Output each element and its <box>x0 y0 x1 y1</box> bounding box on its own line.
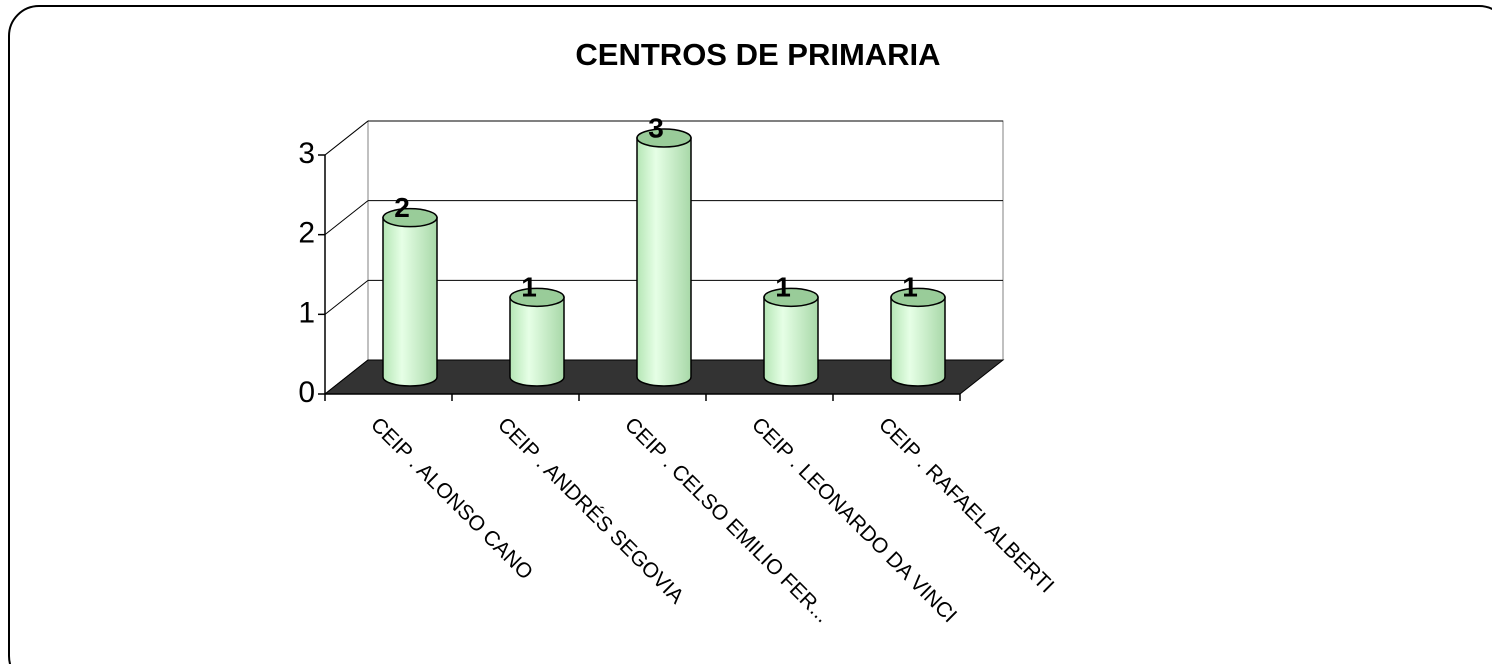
bar-body <box>509 296 565 387</box>
grid-line <box>324 279 369 315</box>
value-label: 1 <box>521 272 537 303</box>
bar-body <box>763 296 819 387</box>
grid-line <box>324 120 369 156</box>
bar-top <box>763 287 819 308</box>
bar-body <box>382 216 438 387</box>
y-tick-label: 0 <box>298 376 315 409</box>
bar <box>636 128 692 387</box>
bar-top <box>382 207 438 228</box>
side-wall <box>324 119 369 396</box>
y-tick-label: 1 <box>298 296 315 329</box>
bar <box>382 207 438 387</box>
grid-line <box>324 200 369 236</box>
bar-top <box>509 287 565 308</box>
bar <box>890 287 946 387</box>
value-label: 1 <box>902 272 918 303</box>
bar <box>509 287 565 387</box>
bar-top <box>890 287 946 308</box>
value-label: 1 <box>775 272 791 303</box>
bar-top <box>636 128 692 148</box>
bar-body <box>636 137 692 387</box>
y-tick-label: 3 <box>298 137 315 170</box>
y-tick-label: 2 <box>298 217 315 250</box>
value-label: 3 <box>648 112 664 143</box>
bar <box>763 287 819 387</box>
value-label: 2 <box>394 192 410 223</box>
bar-body <box>890 296 946 387</box>
chart-title: CENTROS DE PRIMARIA <box>575 37 940 72</box>
